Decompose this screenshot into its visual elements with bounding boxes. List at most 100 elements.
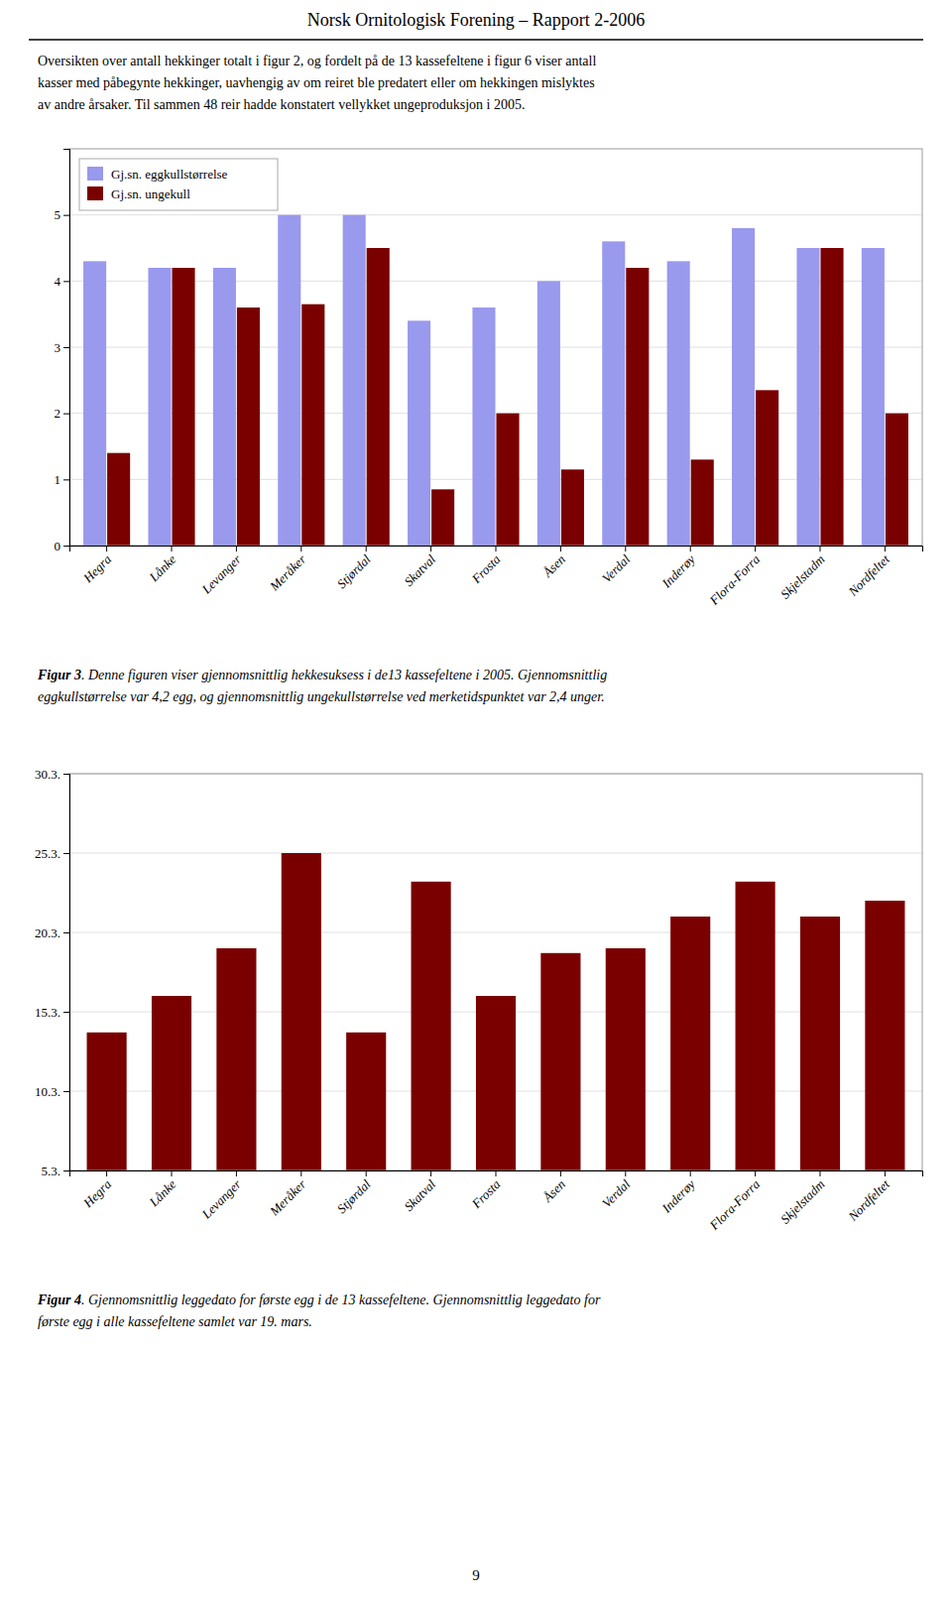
- tick-mark: [63, 413, 70, 415]
- tick-label: Lånke: [145, 551, 180, 586]
- tick-label: Frosta: [468, 551, 504, 588]
- page-title: Norsk Ornitologisk Forening – Rapport 2-…: [307, 9, 645, 30]
- legend: Gj.sn. eggkullstørrelseGj.sn. ungekull: [79, 158, 278, 211]
- tick-label: Nordfeltet: [844, 1176, 894, 1225]
- tick-mark: [884, 1170, 886, 1177]
- y-tick: 20.3.: [34, 925, 70, 941]
- x-tick: Skatval: [401, 1170, 440, 1214]
- tick-mark: [63, 215, 70, 217]
- tick-label: 2: [54, 405, 62, 421]
- x-tick: Frosta: [468, 1170, 504, 1212]
- tick-label: Inderøy: [658, 551, 699, 592]
- tick-label: 1: [54, 472, 62, 487]
- bar: [147, 267, 171, 546]
- body-text: kasser med påbegynte hekkinger, uavhengi…: [37, 75, 595, 91]
- tick-label: Hegra: [79, 1176, 115, 1211]
- y-tick: 4: [54, 273, 71, 289]
- tick-label: Meråker: [265, 550, 310, 595]
- tick-mark: [624, 545, 626, 552]
- bar: [87, 1032, 127, 1171]
- y-tick: 25.3.: [34, 845, 70, 861]
- tick-mark: [63, 280, 70, 282]
- bar: [625, 267, 649, 546]
- x-tick: Inderøy: [658, 1170, 699, 1216]
- tick-label: 10.3.: [34, 1083, 61, 1099]
- bar: [735, 881, 776, 1171]
- bar: [216, 948, 256, 1171]
- x-tick: Meråker: [265, 1170, 310, 1219]
- tick-label: 4: [54, 273, 62, 289]
- tick-label: Stjørdal: [334, 1176, 374, 1216]
- y-tick: 30.3.: [34, 766, 70, 782]
- tick-mark: [63, 1090, 70, 1092]
- x-tick: Nordfeltet: [844, 1170, 894, 1224]
- grid: [69, 773, 923, 1171]
- axis-line: [70, 1171, 924, 1178]
- tick-mark: [63, 1170, 70, 1172]
- grid-line: [69, 412, 923, 414]
- tick-mark: [106, 545, 108, 552]
- tick-label: Flora-Forra: [706, 551, 764, 609]
- bar: [861, 247, 885, 546]
- bars: [83, 215, 909, 546]
- tick-label: 20.3.: [34, 925, 61, 941]
- bar: [495, 413, 519, 546]
- x-tick: Skatval: [401, 545, 440, 590]
- tick-label: 3: [54, 340, 62, 356]
- y-tick: 1: [54, 472, 71, 487]
- x-tick: Lånke: [145, 545, 180, 586]
- tick-mark: [560, 545, 562, 552]
- bar: [605, 948, 646, 1171]
- page: Norsk Ornitologisk Forening – Rapport 2-…: [0, 0, 952, 1600]
- tick-mark: [430, 545, 432, 552]
- tick-mark: [106, 1170, 108, 1177]
- bar: [281, 852, 322, 1171]
- plot-frame: [69, 773, 923, 1171]
- bar: [691, 459, 714, 546]
- y-tick: 2: [54, 405, 71, 421]
- legend-box: [79, 158, 278, 211]
- axis-line: [63, 149, 71, 547]
- x-tick: Verdal: [598, 1170, 634, 1210]
- bar: [476, 995, 516, 1171]
- caption-label: Figur 3: [36, 667, 82, 683]
- tick-mark: [884, 545, 886, 552]
- tick-label: 25.3.: [34, 845, 61, 861]
- tick-mark: [624, 1170, 626, 1177]
- caption-text: eggkullstørrelse var 4,2 egg, og gjennom…: [37, 689, 605, 705]
- plot-frame: [69, 148, 923, 546]
- tick-label: Levanger: [198, 550, 245, 597]
- tick-mark: [63, 545, 70, 547]
- tick-label: 5.3.: [41, 1163, 62, 1179]
- x-tick: Åsen: [539, 1170, 569, 1205]
- chart: 012345HegraLånkeLevangerMeråkerStjørdalS…: [54, 148, 924, 608]
- axis-line: [63, 774, 71, 1172]
- y-tick: 15.3.: [34, 1004, 70, 1020]
- x-tick: Hegra: [79, 1170, 115, 1211]
- tick-label: Skjelstadm: [777, 551, 828, 601]
- tick-mark: [495, 1170, 497, 1177]
- x-tick: Inderøy: [658, 545, 699, 592]
- tick-label: Flora-Forra: [706, 1176, 764, 1234]
- x-tick: Frosta: [468, 545, 504, 588]
- bar: [755, 389, 779, 546]
- tick-label: Frosta: [468, 1176, 504, 1212]
- tick-label: Levanger: [198, 1175, 245, 1222]
- grid-line: [69, 347, 923, 349]
- x-tick: Lånke: [145, 1170, 180, 1210]
- tick-label: Åsen: [539, 1176, 569, 1205]
- tick-label: Skatval: [401, 551, 440, 590]
- y-axis: 012345: [54, 149, 71, 554]
- bar: [411, 881, 452, 1171]
- tick-mark: [171, 1170, 173, 1177]
- bar: [407, 320, 431, 546]
- tick-label: Inderøy: [658, 1176, 699, 1216]
- legend-label: Gj.sn. eggkullstørrelse: [111, 166, 229, 182]
- caption: Figur 3. Denne figuren viser gjennomsnit…: [36, 667, 607, 683]
- y-tick: 5: [54, 207, 71, 223]
- bar: [107, 453, 130, 546]
- tick-mark: [690, 1170, 692, 1177]
- bar: [151, 995, 192, 1171]
- legend-swatch: [87, 166, 104, 181]
- bar: [537, 280, 561, 546]
